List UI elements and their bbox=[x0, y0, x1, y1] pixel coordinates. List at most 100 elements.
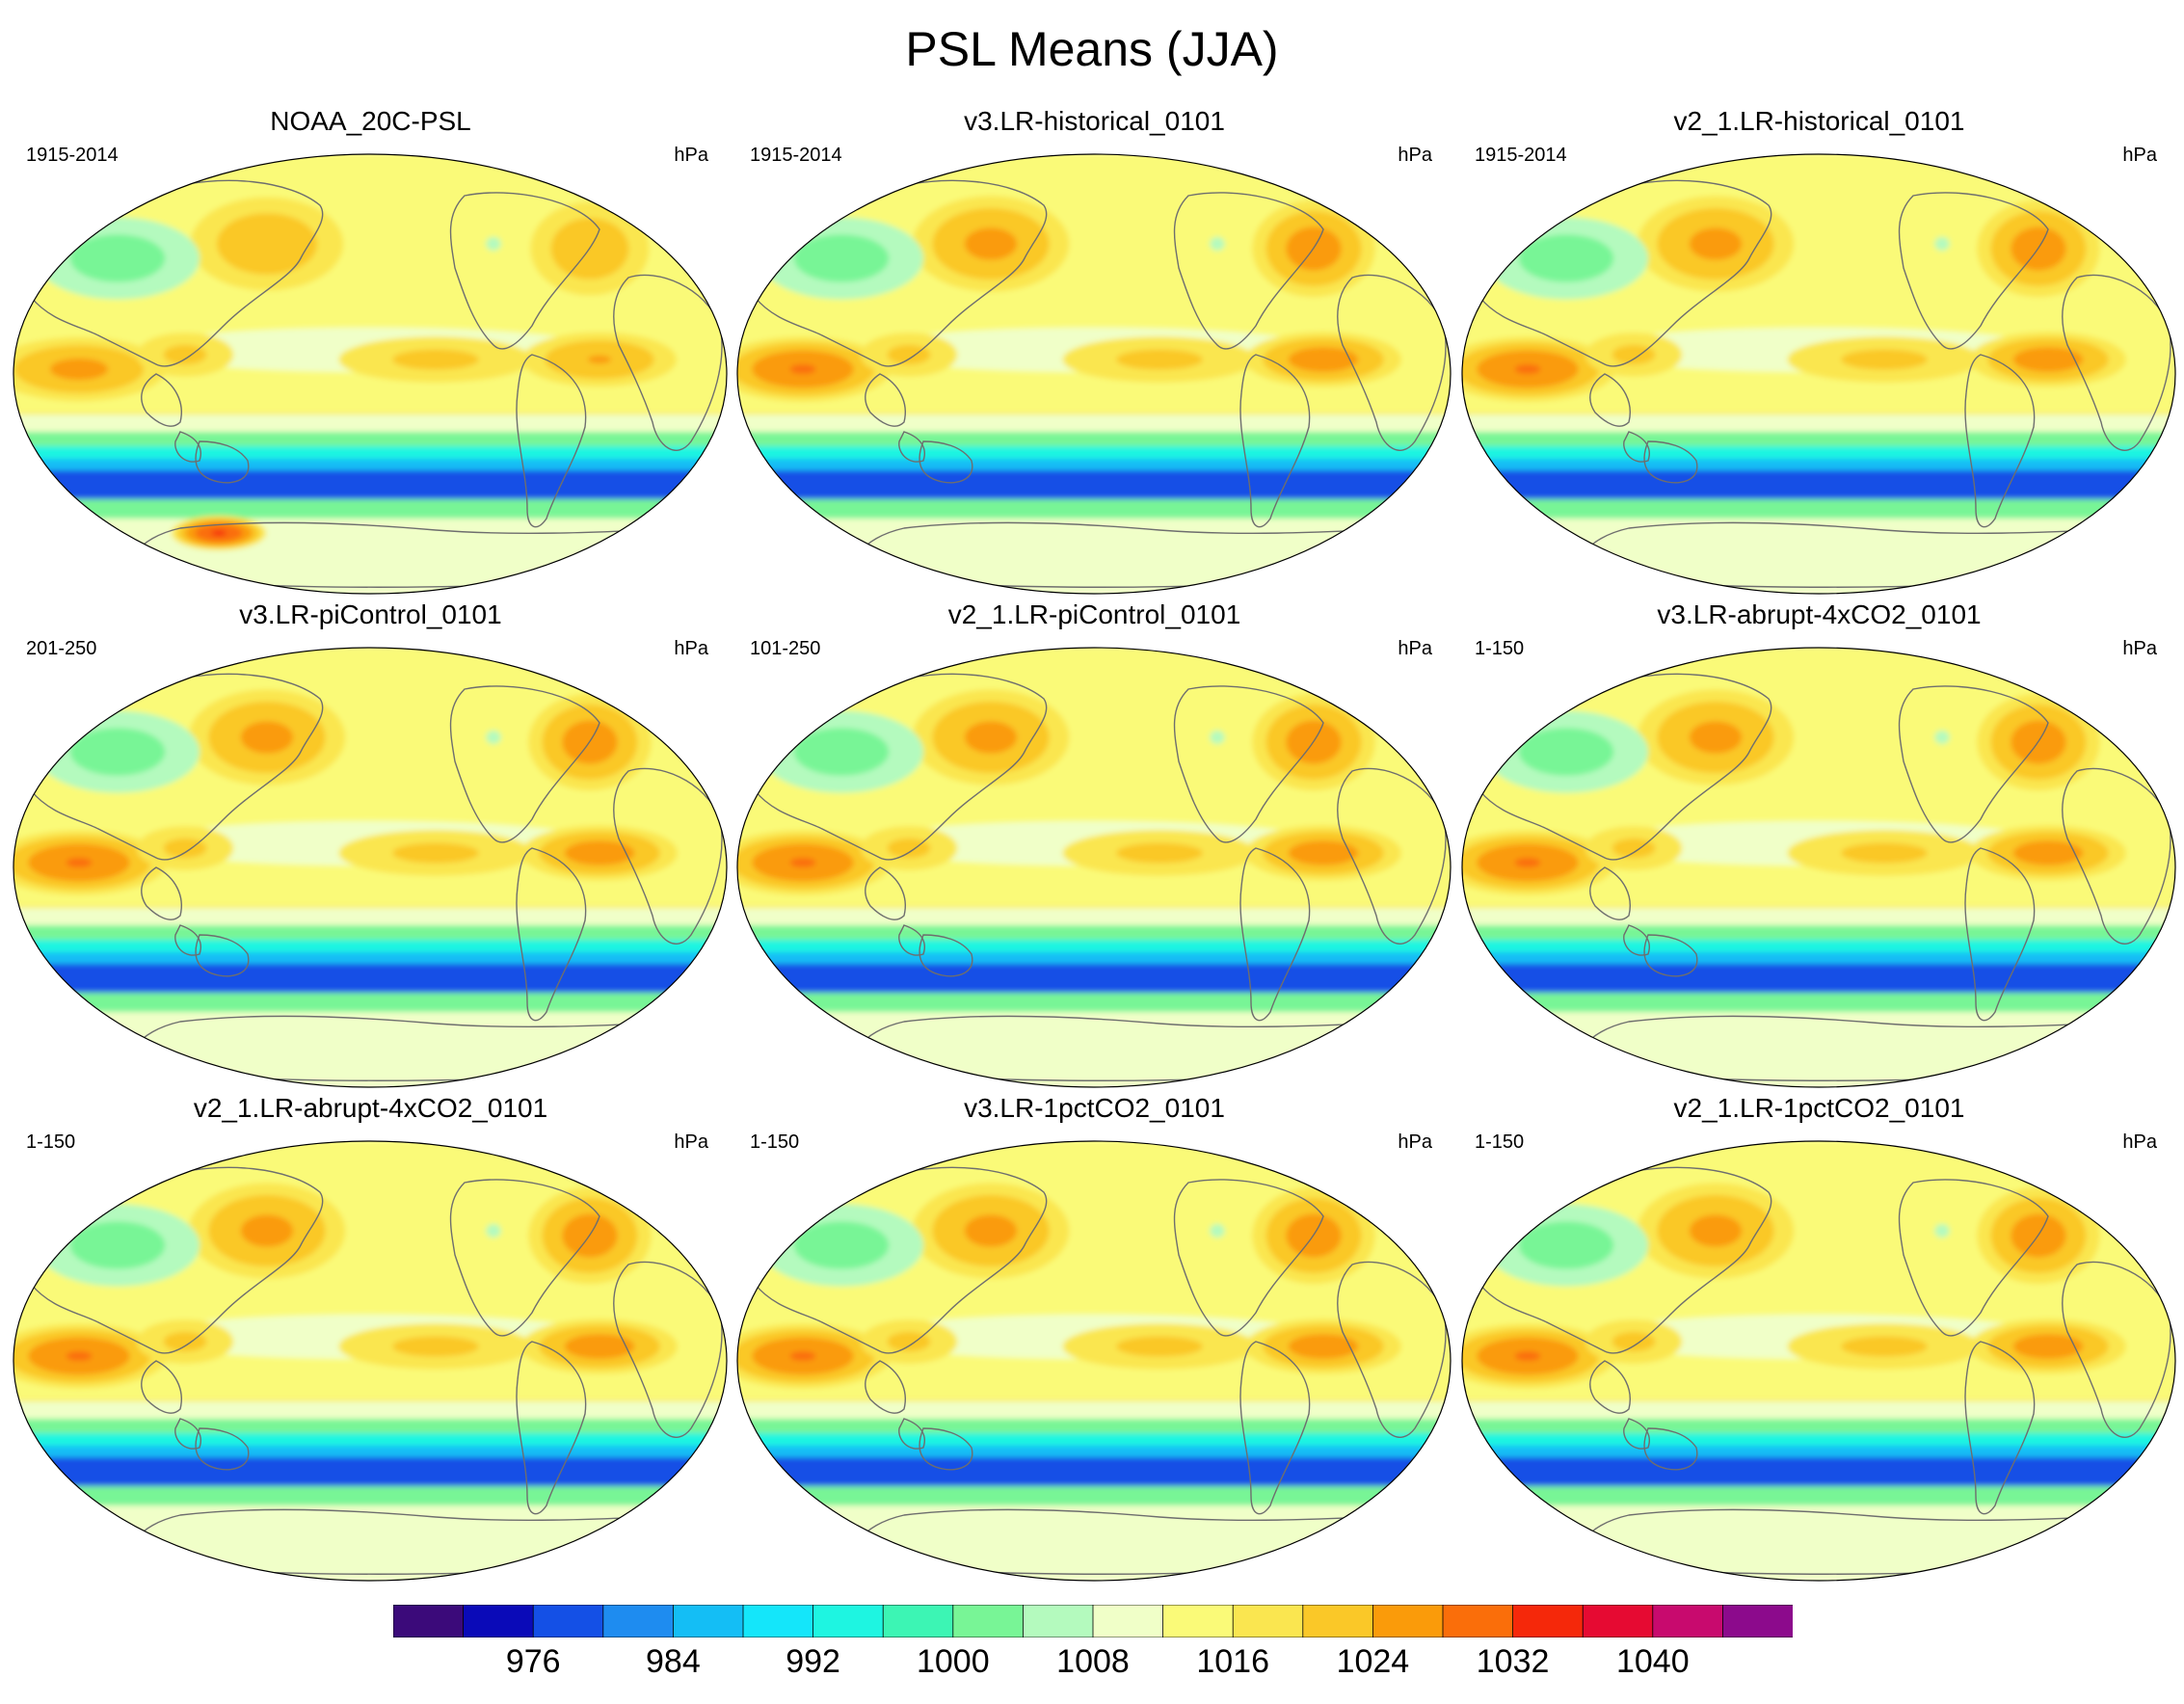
colorbar-swatch bbox=[1652, 1605, 1724, 1637]
colorbar-tick-label: 1000 bbox=[916, 1643, 990, 1680]
coastline bbox=[449, 1179, 600, 1337]
pressure-contour bbox=[789, 1351, 816, 1361]
map-border bbox=[1461, 1140, 2176, 1582]
panel-units-label: hPa bbox=[1398, 1132, 1432, 1153]
pressure-contour bbox=[1611, 838, 1656, 859]
panel-units-label: hPa bbox=[674, 638, 708, 659]
pressure-contour bbox=[240, 721, 294, 754]
psl-map bbox=[1461, 1140, 2176, 1582]
colorbar-tick-label: 984 bbox=[646, 1643, 701, 1680]
pressure-contour bbox=[1518, 1221, 1614, 1269]
pressure-contour bbox=[887, 344, 931, 365]
colorbar-swatch bbox=[393, 1605, 465, 1637]
coastline bbox=[1239, 1341, 1311, 1515]
panel-period-label: 1-150 bbox=[26, 1132, 76, 1153]
coastline bbox=[195, 1427, 250, 1471]
colorbar-swatch bbox=[602, 1605, 675, 1637]
coastline bbox=[449, 192, 600, 350]
colorbar-swatch bbox=[1023, 1605, 1094, 1637]
panel-units-label: hPa bbox=[674, 145, 708, 166]
pressure-contour bbox=[1689, 721, 1743, 754]
panel-units-label: hPa bbox=[674, 1132, 708, 1153]
pressure-contour bbox=[1288, 840, 1359, 865]
pressure-contour bbox=[163, 838, 207, 859]
psl-map bbox=[13, 647, 728, 1088]
coastline bbox=[865, 373, 906, 427]
coastline bbox=[1643, 934, 1698, 977]
colorbar-tick-label: 1008 bbox=[1056, 1643, 1130, 1680]
pressure-contour bbox=[887, 1331, 931, 1352]
pressure-contour bbox=[1210, 1223, 1225, 1238]
colorbar-tick-label: 1040 bbox=[1615, 1643, 1690, 1680]
coastline bbox=[1643, 1427, 1698, 1471]
pressure-contour bbox=[163, 344, 207, 365]
coastline bbox=[516, 354, 587, 528]
pressure-contour bbox=[486, 730, 501, 745]
psl-map bbox=[1461, 153, 2176, 595]
coastline bbox=[2062, 1261, 2171, 1438]
coastline bbox=[1589, 866, 1631, 920]
coastline bbox=[898, 924, 925, 956]
coastline bbox=[1623, 924, 1650, 956]
pressure-contour bbox=[1288, 1334, 1359, 1359]
colorbar-swatch bbox=[672, 1605, 744, 1637]
pressure-contour bbox=[588, 355, 611, 364]
pressure-contour bbox=[1689, 1214, 1743, 1247]
coastline bbox=[1964, 1341, 2036, 1515]
colorbar-swatch bbox=[882, 1605, 954, 1637]
coastline bbox=[195, 934, 250, 977]
coastline bbox=[865, 1360, 906, 1414]
map-border bbox=[736, 153, 1452, 595]
psl-map bbox=[13, 1140, 728, 1582]
pressure-contour bbox=[1934, 730, 1950, 745]
coastline bbox=[1898, 685, 2049, 843]
pressure-contour bbox=[1841, 842, 1928, 864]
panel-units-label: hPa bbox=[1398, 638, 1432, 659]
panel-title: v3.LR-abrupt-4xCO2_0101 bbox=[1657, 599, 1982, 629]
map-border bbox=[1461, 647, 2176, 1088]
panel-period-label: 1-150 bbox=[1475, 638, 1525, 659]
pressure-contour bbox=[793, 728, 890, 776]
pressure-contour bbox=[66, 858, 93, 867]
pressure-contour bbox=[564, 840, 635, 865]
pressure-contour bbox=[211, 530, 226, 536]
pressure-contour bbox=[1689, 227, 1743, 260]
pressure-contour bbox=[793, 234, 890, 282]
coastline bbox=[1173, 192, 1324, 350]
pressure-contour bbox=[887, 838, 931, 859]
pressure-contour bbox=[1514, 364, 1541, 374]
pressure-contour bbox=[964, 227, 1018, 260]
colorbar-swatch bbox=[463, 1605, 535, 1637]
pressure-contour bbox=[793, 1221, 890, 1269]
panel-title: NOAA_20C-PSL bbox=[270, 106, 471, 136]
coastline bbox=[1643, 440, 1698, 484]
coastline bbox=[1623, 431, 1650, 463]
panel-title: v2_1.LR-1pctCO2_0101 bbox=[1673, 1093, 1965, 1123]
coastline bbox=[174, 431, 201, 463]
coastline bbox=[1898, 1179, 2049, 1337]
pressure-contour bbox=[69, 728, 166, 776]
psl-map bbox=[1461, 647, 2176, 1088]
panel-units-label: hPa bbox=[2122, 1132, 2157, 1153]
pressure-contour bbox=[2012, 347, 2084, 372]
pressure-contour bbox=[789, 858, 816, 867]
map-border bbox=[13, 1140, 728, 1582]
pressure-contour bbox=[564, 1334, 635, 1359]
colorbar-swatch bbox=[1372, 1605, 1444, 1637]
map-panel: v3.LR-1pctCO2_0101 1-150 hPa bbox=[735, 1093, 1453, 1582]
pressure-contour bbox=[1841, 1336, 1928, 1357]
pressure-contour bbox=[1611, 1331, 1656, 1352]
psl-map bbox=[736, 647, 1452, 1088]
panel-period-label: 201-250 bbox=[26, 638, 97, 659]
panel-title: v3.LR-piControl_0101 bbox=[239, 599, 502, 629]
pressure-contour bbox=[69, 1221, 166, 1269]
panel-title: v2_1.LR-piControl_0101 bbox=[947, 599, 1241, 629]
coastline bbox=[141, 373, 182, 427]
pressure-contour bbox=[964, 721, 1018, 754]
colorbar-swatch bbox=[1162, 1605, 1235, 1637]
colorbar-tick-label: 1032 bbox=[1476, 1643, 1550, 1680]
coastline bbox=[174, 1418, 201, 1450]
coastline bbox=[1239, 847, 1311, 1022]
pressure-contour bbox=[1116, 349, 1203, 370]
colorbar-swatch bbox=[952, 1605, 1025, 1637]
